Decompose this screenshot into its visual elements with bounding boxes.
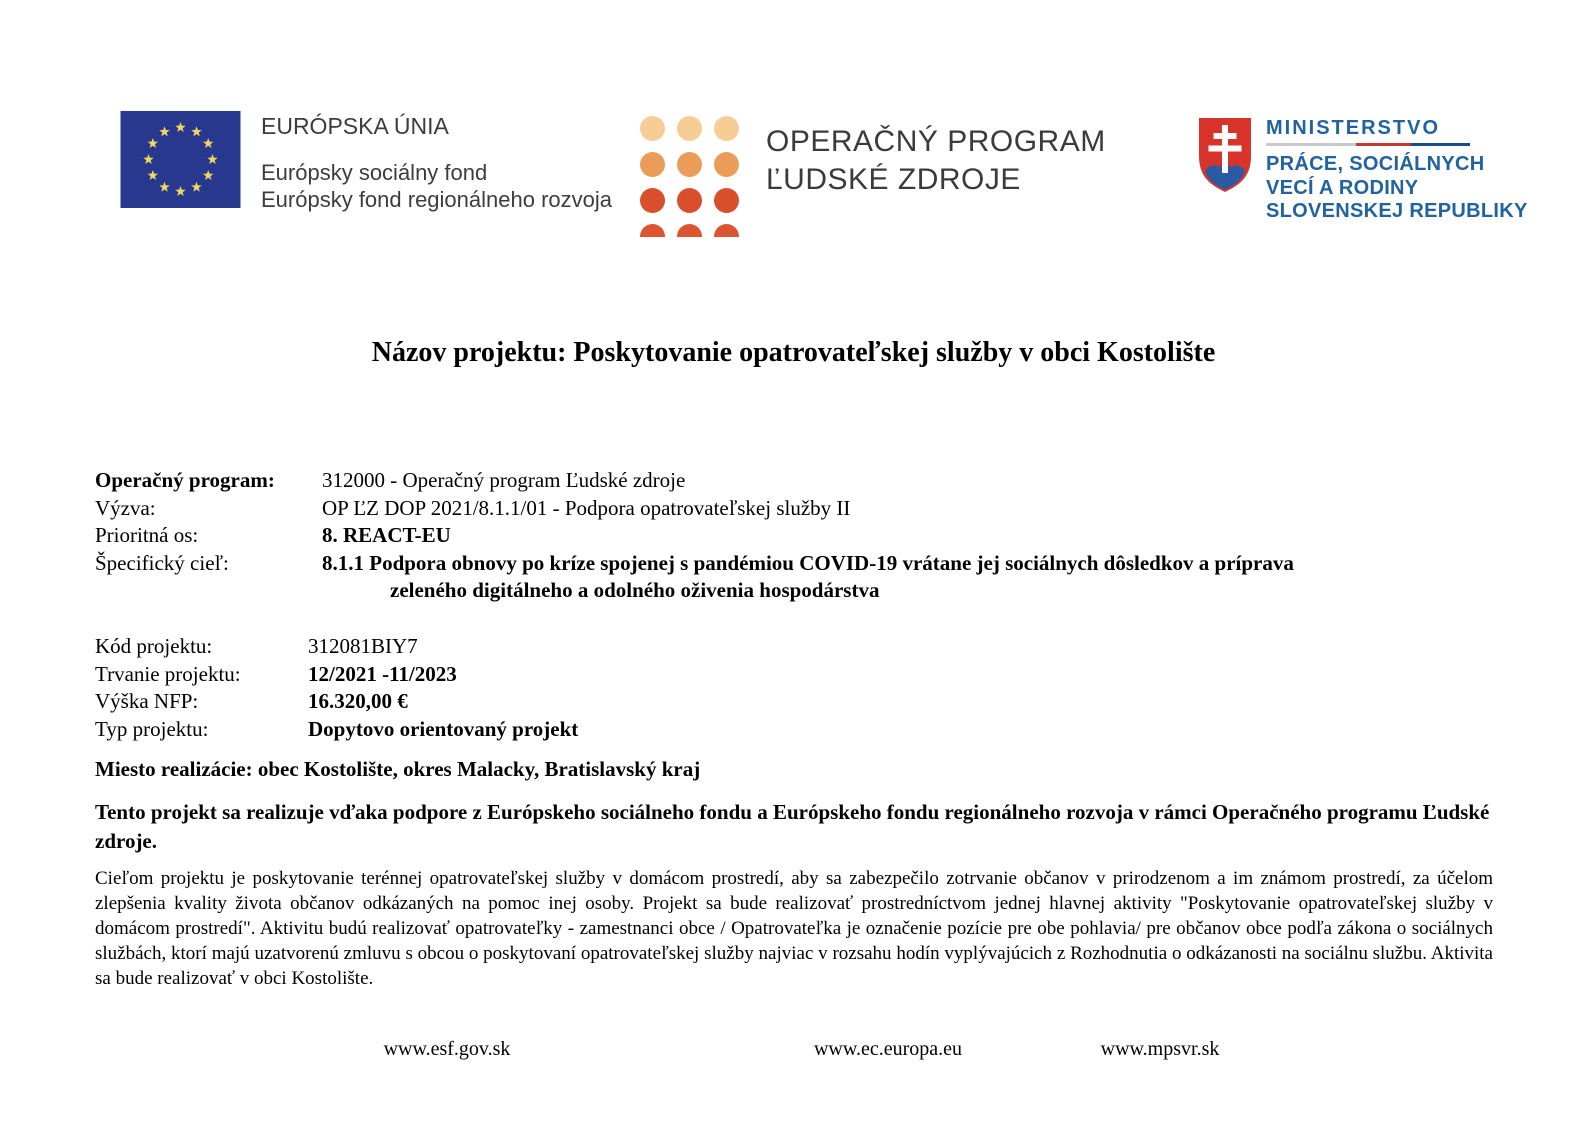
op-logo-line1: OPERAČNÝ PROGRAM	[766, 125, 1106, 158]
value-specificky-ciel-line2: zeleného digitálneho a odolného oživenia…	[390, 578, 880, 602]
programme-details: Operačný program: 312000 - Operačný prog…	[95, 467, 1495, 605]
slovak-coat-of-arms-icon	[1199, 118, 1251, 192]
eu-flag-icon	[120, 111, 241, 208]
op-dots-icon	[640, 116, 739, 237]
project-description: Cieľom projektu je poskytovanie terénnej…	[95, 868, 1493, 989]
value-operacny-program: 312000 - Operačný program Ľudské zdroje	[322, 468, 686, 492]
footer-link-mpsvr[interactable]: www.mpsvr.sk	[1100, 1038, 1220, 1060]
eu-logo-line1: Európsky sociálny fond	[261, 160, 488, 185]
label-specificky-ciel: Špecifický cieľ:	[95, 550, 229, 575]
value-vyzva: OP ĽZ DOP 2021/8.1.1/01 - Podpora opatro…	[322, 495, 851, 520]
label-typ-projektu: Typ projektu:	[95, 716, 209, 741]
eu-logo-title: EURÓPSKA ÚNIA	[261, 113, 449, 139]
row-operacny-program: Operačný program: 312000 - Operačný prog…	[95, 467, 1495, 495]
ministry-logo-rule	[1266, 143, 1470, 146]
value-vyska-nfp: 16.320,00 €	[308, 689, 408, 713]
ministry-logo-line2: PRÁCE, SOCIÁLNYCH	[1266, 153, 1485, 175]
eu-logo: EURÓPSKA ÚNIA Európsky sociálny fond Eur…	[120, 111, 612, 213]
op-logo-line2: ĽUDSKÉ ZDROJE	[766, 163, 1021, 196]
label-trvanie-projektu: Trvanie projektu:	[95, 661, 241, 686]
support-statement: Tento projekt sa realizuje vďaka podpore…	[95, 800, 1490, 853]
row-vyska-nfp: Výška NFP: 16.320,00 €	[95, 688, 1495, 716]
value-prioritna-os: 8. REACT-EU	[322, 523, 451, 547]
operacny-program-logo: OPERAČNÝ PROGRAM ĽUDSKÉ ZDROJE	[640, 116, 1106, 237]
ministry-logo: MINISTERSTVO PRÁCE, SOCIÁLNYCH VECÍ A RO…	[1197, 116, 1528, 224]
label-vyzva: Výzva:	[95, 495, 156, 520]
label-prioritna-os: Prioritná os:	[95, 523, 199, 547]
label-operacny-program: Operačný program:	[95, 468, 275, 492]
value-typ-projektu: Dopytovo orientovaný projekt	[308, 716, 579, 741]
value-trvanie-projektu: 12/2021 -11/2023	[308, 661, 457, 686]
location-line: Miesto realizácie: obec Kostolište, okre…	[95, 757, 701, 781]
row-typ-projektu: Typ projektu: Dopytovo orientovaný proje…	[95, 716, 1495, 744]
project-details: Kód projektu: 312081BIY7 Trvanie projekt…	[95, 633, 1495, 743]
ministry-logo-line1: MINISTERSTVO	[1266, 117, 1441, 139]
label-vyska-nfp: Výška NFP:	[95, 689, 199, 713]
row-prioritna-os: Prioritná os: 8. REACT-EU	[95, 522, 1495, 550]
value-specificky-ciel-line1: 8.1.1 Podpora obnovy po kríze spojenej s…	[322, 550, 1294, 575]
row-trvanie-projektu: Trvanie projektu: 12/2021 -11/2023	[95, 661, 1495, 689]
row-kod-projektu: Kód projektu: 312081BIY7	[95, 633, 1495, 661]
eu-logo-line2: Európsky fond regionálneho rozvoja	[261, 187, 613, 212]
value-kod-projektu: 312081BIY7	[308, 634, 418, 658]
label-kod-projektu: Kód projektu:	[95, 634, 213, 658]
ministry-logo-line4: SLOVENSKEJ REPUBLIKY	[1266, 200, 1528, 222]
ministry-logo-line3: VECÍ A RODINY	[1266, 176, 1419, 199]
footer-link-ec-europa[interactable]: www.ec.europa.eu	[813, 1038, 963, 1060]
row-vyzva: Výzva: OP ĽZ DOP 2021/8.1.1/01 - Podpora…	[95, 495, 1495, 523]
footer-link-esf[interactable]: www.esf.gov.sk	[383, 1038, 511, 1060]
project-title: Názov projektu: Poskytovanie opatrovateľ…	[371, 337, 1216, 368]
row-specificky-ciel: Špecifický cieľ: 8.1.1 Podpora obnovy po…	[95, 550, 1495, 605]
